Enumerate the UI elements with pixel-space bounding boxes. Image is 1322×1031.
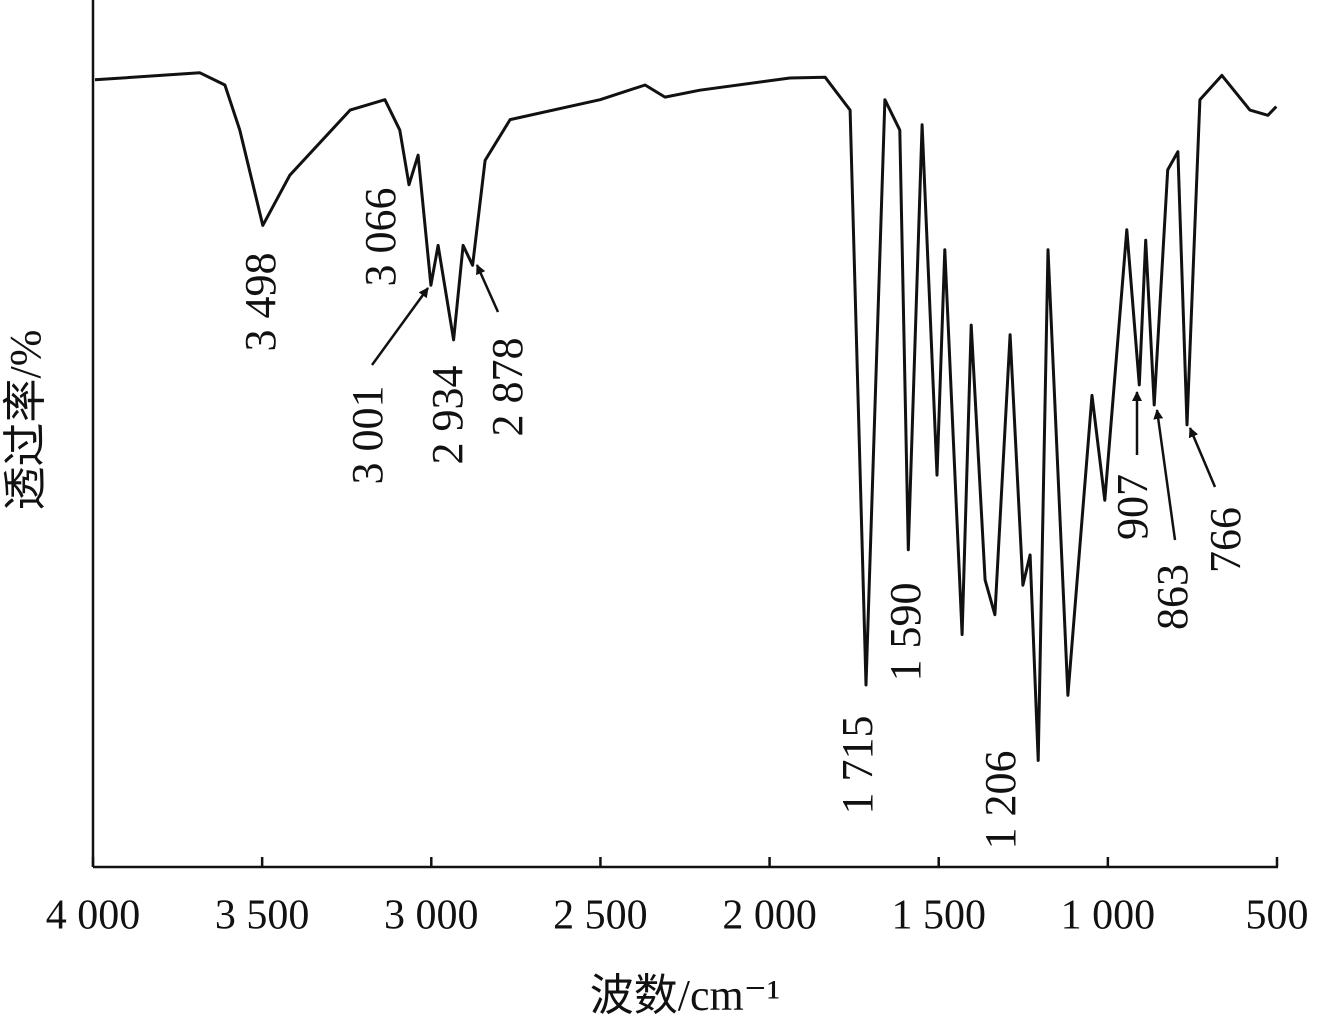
x-tick-label: 1 000 (1061, 893, 1156, 939)
peak-label: 1 715 (833, 716, 882, 815)
peak-arrow (370, 287, 430, 366)
peak-label: 2 878 (483, 338, 532, 437)
peak-label: 2 934 (423, 366, 472, 465)
peak-arrow (1188, 427, 1217, 488)
peak-label: 1 206 (976, 751, 1025, 850)
x-tick-label: 2 000 (722, 893, 817, 939)
y-axis-label: 透过率/% (1, 330, 50, 511)
x-tick-label: 4 000 (46, 893, 141, 939)
x-tick-label: 3 500 (215, 893, 310, 939)
peak-label: 766 (1201, 507, 1250, 573)
peak-label: 907 (1108, 474, 1157, 540)
x-tick-label: 3 000 (384, 893, 479, 939)
x-axis-label: 波数/cm⁻¹ (590, 971, 780, 1020)
peak-label: 3 001 (343, 386, 392, 485)
x-tick-label: 1 500 (891, 893, 986, 939)
x-tick-label: 2 500 (553, 893, 648, 939)
peak-arrow (1153, 409, 1177, 541)
peak-label: 863 (1148, 564, 1197, 630)
x-tick-label: 500 (1246, 893, 1309, 939)
peak-arrow (475, 264, 500, 313)
peak-label: 3 498 (236, 253, 285, 352)
peak-label: 1 590 (881, 583, 930, 682)
peak-label: 3 066 (356, 188, 405, 287)
spectrum-line (94, 71, 1278, 762)
